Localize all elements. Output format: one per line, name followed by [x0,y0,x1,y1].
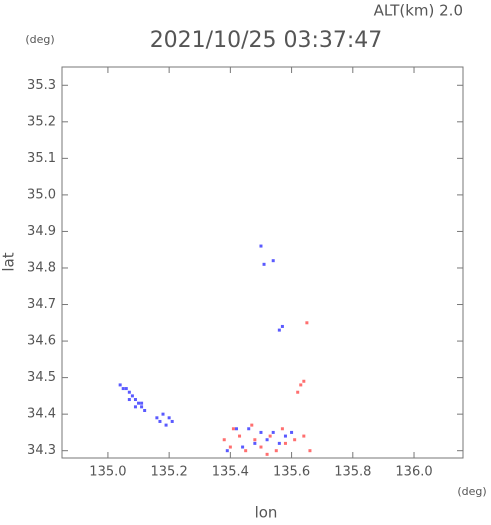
point [155,416,159,420]
point [121,387,125,391]
point [241,445,245,449]
point [231,427,235,431]
point [143,408,147,412]
point [253,441,257,445]
plot-frame [61,66,464,459]
point [262,262,266,266]
point [283,434,287,438]
point [133,398,137,402]
y-tick-label: 34.4 [27,407,56,422]
point [302,379,306,383]
altitude-label: ALT(km) 2.0 [374,2,463,20]
point [238,434,242,438]
y-tick-label: 35.1 [27,151,56,166]
point [164,423,168,427]
point [140,405,144,409]
y-tick-label: 34.9 [27,224,56,239]
point [259,430,263,434]
point [130,394,134,398]
x-tick-label: 135.6 [273,465,310,480]
point [259,445,263,449]
x-unit: (deg) [457,485,486,498]
y-tick-label: 34.7 [27,297,56,312]
point [118,383,122,387]
point [244,449,248,453]
point [225,449,229,453]
point [170,419,174,423]
point [253,438,257,442]
point [127,398,131,402]
point [133,405,137,409]
point [167,416,171,420]
point [308,449,312,453]
point [137,401,141,405]
point [268,434,272,438]
point [127,390,131,394]
x-tick-label: 135.4 [212,465,249,480]
x-tick-label: 135.2 [151,465,188,480]
point [299,383,303,387]
chart-title: 2021/10/25 03:37:47 [150,28,383,53]
x-tick-label: 135.0 [89,465,126,480]
point [234,427,238,431]
point [161,412,165,416]
y-axis-label: lat [0,252,18,271]
y-tick-label: 34.5 [27,370,56,385]
x-axis-label: lon [255,504,278,522]
point [274,449,278,453]
point [280,427,284,431]
y-tick-label: 34.8 [27,260,56,275]
point [140,401,144,405]
point [293,438,297,442]
point [158,419,162,423]
point [277,328,281,332]
point [259,244,263,248]
point [302,434,306,438]
y-tick-label: 35.3 [27,78,56,93]
point [290,430,294,434]
point [247,427,251,431]
point [271,259,275,263]
point [222,438,226,442]
y-tick-label: 35.0 [27,187,56,202]
point [271,430,275,434]
point [283,441,287,445]
point [277,441,281,445]
y-unit: (deg) [25,33,54,46]
y-tick-label: 35.2 [27,114,56,129]
point [124,387,128,391]
x-tick-label: 135.8 [334,465,371,480]
y-tick-label: 34.6 [27,334,56,349]
point [280,324,284,328]
point [305,321,309,325]
y-tick-label: 34.3 [27,443,56,458]
point [228,445,232,449]
point [265,452,269,456]
point [265,438,269,442]
point [250,423,254,427]
point [296,390,300,394]
x-tick-label: 136.0 [395,465,432,480]
